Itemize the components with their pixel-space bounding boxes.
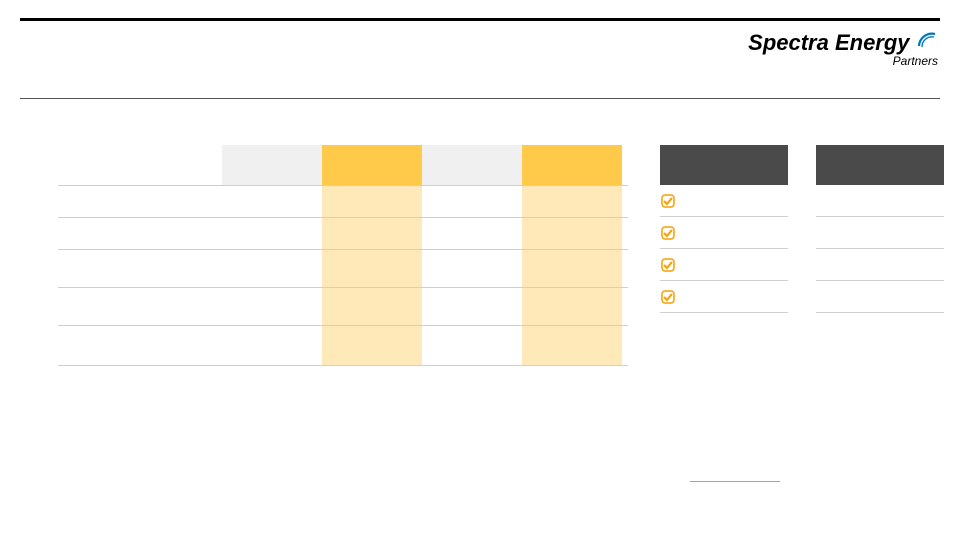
table-row	[58, 185, 628, 217]
left-table-header	[58, 145, 628, 185]
mid-rule	[20, 98, 940, 99]
table-row	[58, 325, 628, 365]
table-row	[58, 217, 628, 249]
cell-highlight	[522, 250, 622, 287]
list-item	[816, 217, 944, 249]
cell-highlight	[322, 326, 422, 365]
logo-partners-text: Partners	[748, 54, 938, 68]
list-item	[660, 281, 788, 313]
check-icon	[660, 290, 676, 304]
cell-highlight	[322, 186, 422, 217]
list-item	[816, 281, 944, 313]
right-col-header	[660, 145, 788, 185]
list-item	[660, 249, 788, 281]
col-header-4	[522, 145, 622, 185]
company-logo: Spectra Energy Partners	[748, 28, 938, 68]
right-column-1	[660, 145, 788, 313]
cell-highlight	[522, 326, 622, 365]
check-icon	[660, 258, 676, 272]
list-item	[660, 217, 788, 249]
table-row	[58, 249, 628, 287]
left-table	[58, 145, 628, 366]
logo-company-text: Spectra Energy	[748, 28, 938, 56]
top-rule	[20, 18, 940, 21]
col-header-1	[222, 145, 322, 185]
col-header-3	[422, 145, 522, 185]
cell-highlight	[522, 218, 622, 249]
footer-link-rule	[690, 481, 780, 482]
cell-highlight	[522, 186, 622, 217]
logo-company-name: Spectra Energy	[748, 30, 909, 55]
cell-highlight	[322, 218, 422, 249]
list-item	[816, 249, 944, 281]
check-icon	[660, 194, 676, 208]
table-row	[58, 287, 628, 325]
cell-highlight	[322, 288, 422, 325]
col-header-2	[322, 145, 422, 185]
right-col-header	[816, 145, 944, 185]
cell-highlight	[522, 288, 622, 325]
logo-arc-icon	[916, 28, 938, 55]
list-item	[816, 185, 944, 217]
check-icon	[660, 226, 676, 240]
right-column-2	[816, 145, 944, 313]
cell-highlight	[322, 250, 422, 287]
list-item	[660, 185, 788, 217]
left-table-body	[58, 185, 628, 366]
